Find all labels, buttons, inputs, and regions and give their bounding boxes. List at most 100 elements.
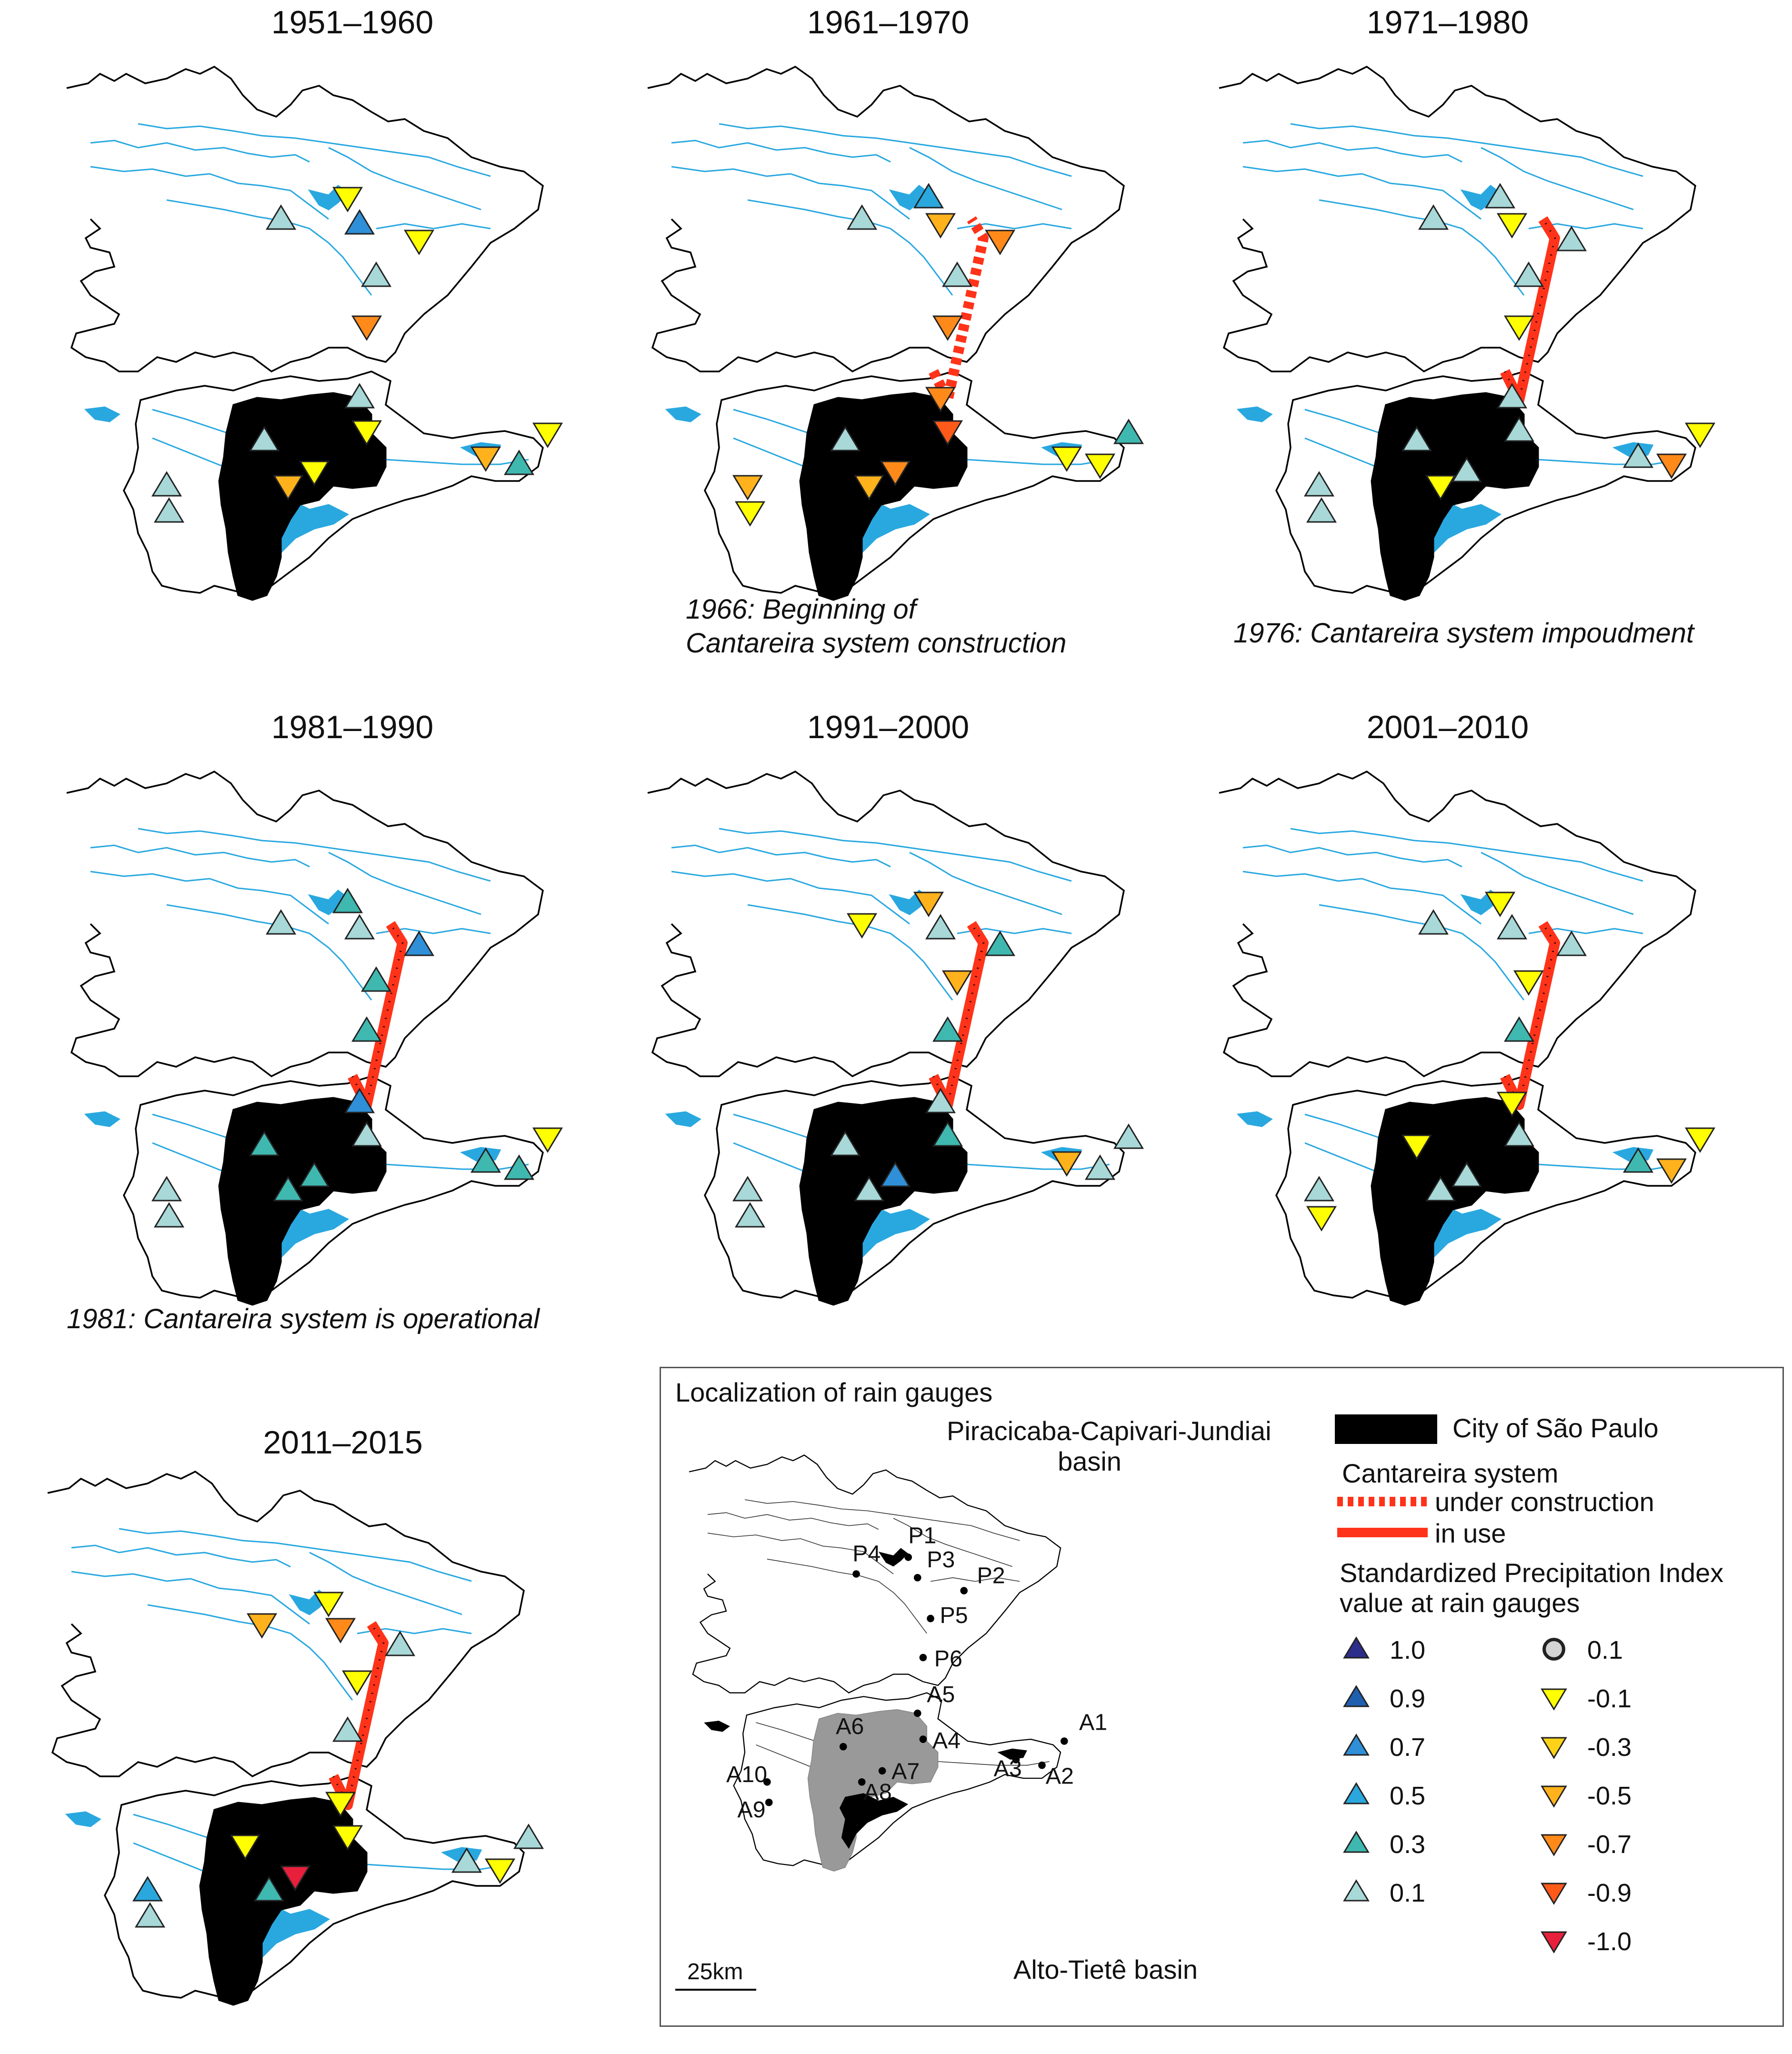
gauge-a10-symbol	[151, 1176, 182, 1202]
alto-tiete-basin-outline	[123, 371, 544, 596]
legend-spi-label: -0.3	[1587, 1733, 1632, 1762]
legend-spi-down-0	[1542, 1638, 1565, 1661]
decade-map	[1219, 770, 1716, 1306]
river	[90, 140, 310, 163]
gauge-a4-symbol	[332, 1825, 363, 1851]
gauge-a5-symbol	[344, 383, 375, 409]
gauge-a7-label: A7	[891, 1759, 920, 1784]
gauge-a5-symbol	[925, 1088, 956, 1113]
gauge-p6-dot	[919, 1653, 927, 1662]
legend-spi-label: -0.9	[1587, 1879, 1632, 1907]
cantareira-canal	[929, 921, 989, 1110]
gauge-p2-dot	[960, 1587, 968, 1594]
panel-1951-1960: 1951–1960	[29, 0, 624, 610]
decade-map	[647, 770, 1144, 1306]
reservoir	[665, 1111, 701, 1127]
scale-label: 25km	[687, 1959, 743, 1984]
gauge-p3-symbol	[1496, 213, 1528, 239]
gauge-a4-label: A4	[932, 1728, 961, 1753]
gauge-a10-symbol	[151, 471, 182, 497]
legend-spi-label: 0.9	[1390, 1684, 1425, 1713]
gauge-p4-symbol	[1418, 204, 1449, 230]
panel-title: 1951–1960	[271, 4, 434, 40]
legend-spi-label: -0.1	[1587, 1684, 1632, 1713]
cantareira-canal	[348, 921, 408, 1110]
legend-city-swatch	[1335, 1414, 1437, 1444]
legend-spi-title: Standardized Precipitation Index value at…	[1340, 1558, 1724, 1618]
gauge-p4-symbol	[265, 204, 297, 230]
gauge-a10-symbol	[732, 475, 763, 501]
gauge-p3-symbol	[344, 914, 375, 940]
legend-spi-down-2	[1541, 1737, 1567, 1759]
gauge-p3-dot	[913, 1574, 921, 1582]
gauge-a9-symbol	[734, 501, 766, 527]
legend-spi-down-3	[1541, 1785, 1567, 1808]
gauge-a4-symbol	[932, 1121, 963, 1147]
gauge-a8-symbol	[272, 475, 304, 501]
gauge-a6-symbol	[830, 1131, 861, 1156]
gauge-p3-symbol	[1496, 914, 1528, 940]
gauge-a1-symbol	[1113, 1123, 1144, 1149]
gauge-a5-symbol	[344, 1088, 375, 1113]
gauge-a5-symbol	[925, 387, 956, 412]
gauge-a9-symbol	[734, 1202, 766, 1228]
river	[719, 123, 1072, 177]
legend-spi-label: 0.5	[1390, 1782, 1425, 1810]
gauge-a8-symbol	[853, 475, 885, 501]
legend-spi-label: 0.7	[1390, 1733, 1425, 1762]
panel-title: 1971–1980	[1366, 4, 1529, 40]
gauge-p3-symbol	[925, 213, 956, 239]
legend-in-use: in use	[1435, 1518, 1506, 1548]
gauge-p5-label: P5	[940, 1603, 968, 1628]
river	[147, 1604, 353, 1701]
gauge-p6-label: P6	[934, 1646, 962, 1672]
gauge-a8-symbol	[1425, 475, 1456, 501]
gauge-a7-symbol	[880, 1162, 911, 1187]
gauge-a4-symbol	[351, 420, 382, 446]
river	[1290, 123, 1643, 177]
gauge-p3-symbol	[325, 1618, 356, 1643]
gauge-p5-symbol	[360, 261, 392, 287]
decade-map	[66, 65, 563, 601]
legend-spi-label: 0.3	[1390, 1830, 1425, 1859]
gauge-a2-label: A2	[1046, 1763, 1074, 1789]
river	[309, 1552, 462, 1615]
gauge-a9-symbol	[134, 1902, 166, 1928]
pcj-basin-outline	[647, 770, 1125, 1078]
gauge-p5-symbol	[1513, 970, 1544, 996]
gauge-p6-symbol	[1503, 315, 1535, 341]
river	[671, 844, 891, 868]
gauge-a6-symbol	[830, 426, 861, 451]
gauge-a9-symbol	[153, 1202, 185, 1228]
legend-spi-up-4	[1343, 1831, 1370, 1853]
panel-1961-1970: 1961–1970 1966: Beginning of Cantareira s…	[610, 0, 1205, 681]
decade-map	[66, 770, 563, 1306]
pcj-basin-outline	[47, 1470, 525, 1778]
gauge-a9-label: A9	[737, 1797, 765, 1823]
gauge-a8-symbol	[253, 1876, 285, 1902]
river	[719, 828, 1072, 882]
gauge-a7-symbol	[299, 1162, 330, 1187]
gauge-p2-symbol	[1556, 931, 1587, 956]
gauge-a5-dot	[913, 1709, 921, 1717]
gauge-p5-symbol	[1513, 261, 1544, 287]
legend-spi-label: -1.0	[1587, 1927, 1632, 1956]
gauge-a3-label: A3	[994, 1755, 1022, 1781]
panel-note: 1981: Cantareira system is operational	[67, 1303, 540, 1334]
river	[1242, 871, 1482, 925]
legend-under-construction: under construction	[1435, 1487, 1654, 1517]
gauge-p6-symbol	[1503, 1016, 1535, 1042]
river	[1481, 852, 1634, 915]
gauge-p6-symbol	[351, 1016, 382, 1042]
legend-spi-label: -0.5	[1587, 1782, 1632, 1810]
reservoir	[1236, 406, 1273, 422]
river	[1319, 199, 1525, 296]
gauge-p1-symbol	[332, 187, 363, 212]
gauge-a3-symbol	[1622, 442, 1654, 468]
river	[707, 1533, 894, 1574]
river	[1319, 904, 1525, 1001]
gauge-p2-symbol	[403, 931, 435, 956]
river	[166, 199, 372, 296]
gauge-a8-symbol	[853, 1176, 885, 1202]
